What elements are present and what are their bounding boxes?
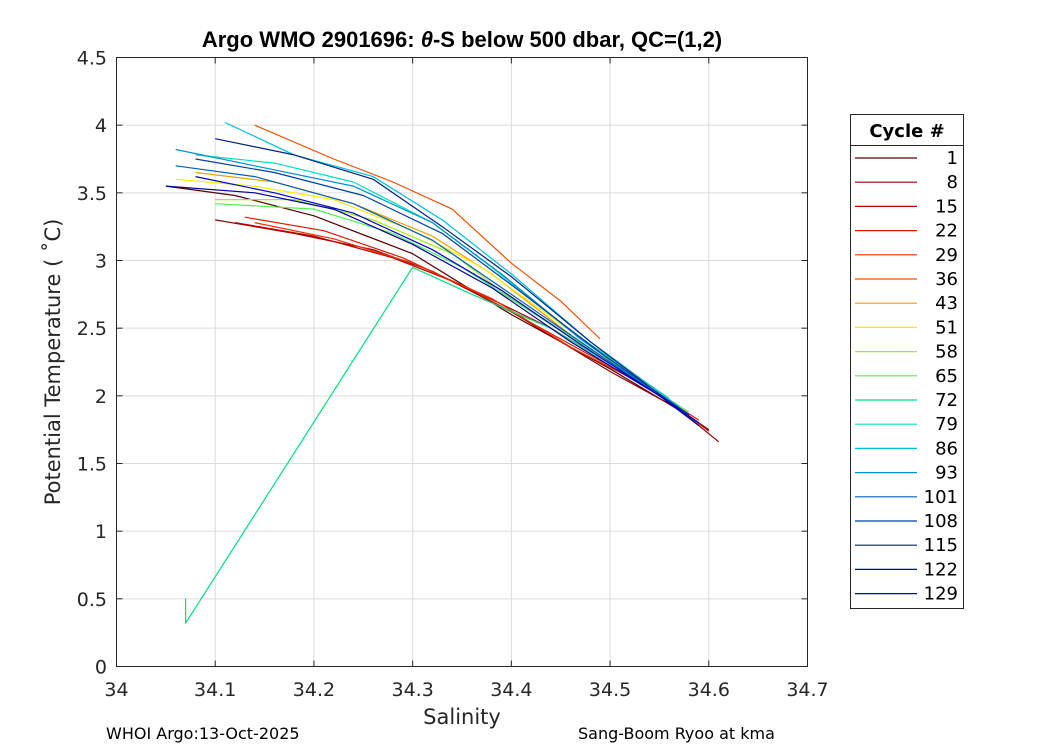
series-line-cycle-8 [215, 219, 720, 443]
legend-label-cycle-72: 72 [935, 390, 958, 411]
y-tick-label: 3 [95, 251, 107, 273]
legend-label-cycle-58: 58 [935, 342, 958, 363]
series-line-cycle-129 [195, 176, 700, 424]
series-line-cycle-115 [215, 138, 680, 410]
legend-label-cycle-36: 36 [935, 269, 958, 290]
legend-label-cycle-65: 65 [935, 366, 958, 387]
y-axis-label: Potential Temperature ( ˚C) [41, 219, 65, 506]
legend-label-cycle-8: 8 [947, 172, 958, 193]
y-tick-label: 2 [95, 386, 107, 408]
legend-title: Cycle # [869, 121, 944, 142]
x-tick-label: 34 [104, 679, 128, 701]
legend-label-cycle-29: 29 [935, 245, 958, 266]
series-line-cycle-93 [175, 148, 680, 410]
x-tick-label: 34.5 [589, 679, 631, 701]
grid [116, 57, 808, 667]
footer-author: Sang-Boom Ryoo at kma [578, 724, 775, 743]
y-tick-label: 1 [95, 521, 107, 543]
x-tick-label: 34.4 [490, 679, 532, 701]
x-axis-label: Salinity [423, 705, 501, 729]
y-tick-label: 0 [95, 657, 107, 679]
legend-label-cycle-129: 129 [924, 584, 958, 605]
x-tick-label: 34.3 [391, 679, 433, 701]
y-tick-label: 1.5 [77, 454, 107, 476]
legend-label-cycle-108: 108 [924, 511, 958, 532]
y-tick-label: 2.5 [77, 318, 107, 340]
legend-label-cycle-79: 79 [935, 414, 958, 435]
x-axis-ticks: 34 34.1 34.2 34.3 34.4 34.5 34.6 34.7 [104, 57, 829, 701]
legend-label-cycle-15: 15 [935, 196, 958, 217]
y-tick-label: 4.5 [77, 48, 107, 70]
legend-label-cycle-101: 101 [924, 487, 958, 508]
legend-label-cycle-43: 43 [935, 293, 958, 314]
legend: Cycle # 1 8 15 22 29 36 43 51 58 65 72 79 86 93 101 108… [850, 114, 964, 609]
legend-label-cycle-93: 93 [935, 463, 958, 484]
y-axis-ticks: 0 0.5 1 1.5 2 2.5 3 3.5 4 4.5 [77, 48, 808, 679]
legend-label-cycle-1: 1 [947, 148, 958, 169]
chart-title: Argo WMO 2901696: θ-S below 500 dbar, QC… [202, 27, 722, 52]
x-tick-label: 34.6 [688, 679, 730, 701]
x-tick-label: 34.7 [786, 679, 828, 701]
y-tick-label: 3.5 [77, 183, 107, 205]
plot-axes-box [116, 57, 808, 667]
footer-source-date: WHOI Argo:13-Oct-2025 [106, 724, 300, 743]
legend-label-cycle-51: 51 [935, 317, 958, 338]
y-tick-label: 4 [95, 115, 107, 137]
legend-label-cycle-115: 115 [924, 535, 958, 556]
legend-label-cycle-22: 22 [935, 221, 958, 242]
x-tick-label: 34.2 [293, 679, 335, 701]
legend-box [850, 114, 964, 609]
legend-label-cycle-122: 122 [924, 559, 958, 580]
y-tick-label: 0.5 [77, 589, 107, 611]
series-lines [165, 121, 720, 624]
series-line-cycle-101 [175, 165, 690, 417]
series-line-cycle-108 [195, 158, 690, 416]
legend-label-cycle-86: 86 [935, 438, 958, 459]
series-line-cycle-36 [254, 124, 601, 340]
x-tick-label: 34.1 [194, 679, 236, 701]
